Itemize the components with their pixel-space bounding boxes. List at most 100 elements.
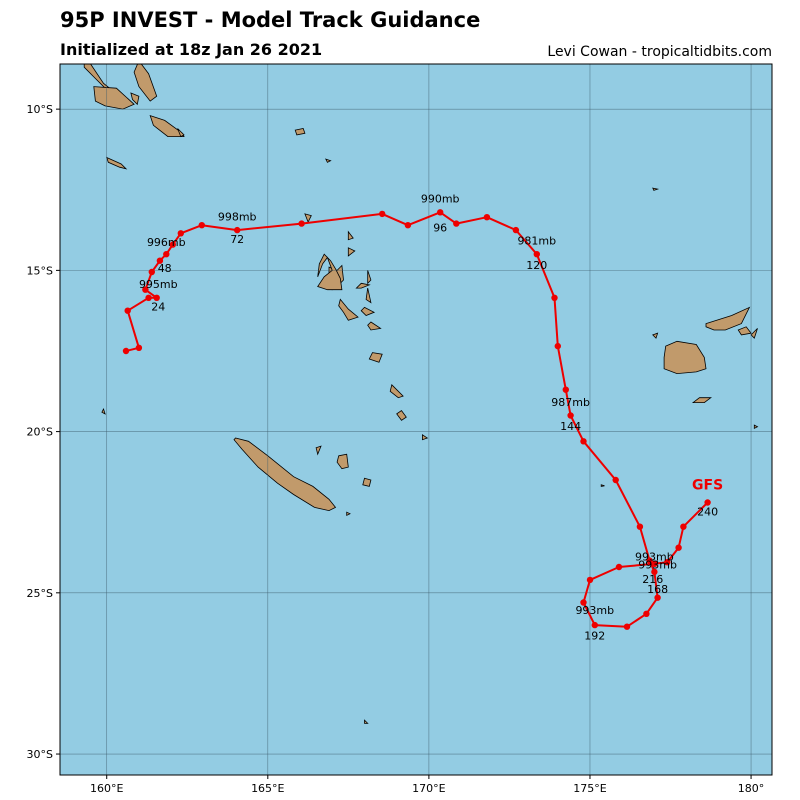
track-point <box>234 226 241 234</box>
track-point <box>177 230 184 237</box>
axis-ticks: 160°E 165°E 170°E 175°E 180° 10°S 15°S 20°S 25°S… <box>27 103 765 795</box>
track-point <box>169 241 176 248</box>
x-tick-label: 160°E <box>90 782 123 795</box>
landmass-new-caledonia <box>315 445 322 456</box>
track-annotation: 48 <box>158 262 172 275</box>
y-tick-label: 15°S <box>27 264 53 277</box>
track-point <box>562 386 569 393</box>
map-credit: Levi Cowan - tropicaltidbits.com <box>547 44 772 60</box>
track-point <box>615 563 623 571</box>
track-annotation: 24 <box>151 301 165 314</box>
landmass-vanuatu <box>421 434 429 441</box>
landmass-solomon-islands <box>177 128 185 138</box>
track-point <box>512 226 520 234</box>
track-annotation: 990mb <box>421 193 460 206</box>
landmass-new-caledonia <box>101 407 106 415</box>
track-point <box>704 499 711 506</box>
track-point <box>379 210 386 218</box>
y-tick-label: 20°S <box>27 426 53 439</box>
landmass-santa-cruz <box>652 187 660 191</box>
land-layer <box>57 46 759 724</box>
x-tick-label: 170°E <box>412 782 445 795</box>
track-point <box>551 294 558 301</box>
x-tick-label: 180° <box>738 782 765 795</box>
landmass-santa-cruz <box>325 158 332 163</box>
landmass-solomon-islands <box>133 64 158 102</box>
landmass-vanuatu <box>317 253 343 291</box>
ocean-background <box>60 64 772 775</box>
x-tick-label: 165°E <box>251 782 284 795</box>
track-point <box>643 610 650 617</box>
track-point <box>646 557 653 564</box>
track-annotation: 993mb <box>635 551 674 564</box>
track-point <box>142 286 149 293</box>
track-point <box>680 523 687 530</box>
track-point <box>586 576 594 584</box>
landmass-vanuatu <box>389 384 404 399</box>
track-point <box>437 209 444 216</box>
y-tick-label: 30°S <box>27 748 53 761</box>
track-point <box>135 344 143 351</box>
track-point <box>156 257 164 264</box>
track-annotation: 995mb <box>139 278 178 291</box>
track-point <box>153 294 160 301</box>
track-annotation: 96 <box>433 222 447 235</box>
landmass-vanuatu <box>304 213 312 223</box>
landmass-vanuatu <box>338 298 359 321</box>
track-point <box>483 214 491 221</box>
landmass-fiji <box>705 306 751 331</box>
landmass-solomon-islands <box>149 114 185 138</box>
landmass-new-caledonia <box>233 437 337 512</box>
x-tick-label: 175°E <box>573 782 606 795</box>
track-point <box>453 220 460 227</box>
track-annotation: 168 <box>647 583 668 596</box>
track-point <box>580 599 587 606</box>
landmass-vanuatu <box>347 247 356 257</box>
y-tick-label: 10°S <box>27 103 53 116</box>
landmass-solomon-islands <box>57 46 67 51</box>
track-annotation: 981mb <box>517 235 556 248</box>
track-point <box>533 251 540 258</box>
track-point <box>122 347 130 355</box>
landmass-solomon-islands <box>106 156 128 170</box>
track-annotation: 996mb <box>147 236 186 249</box>
track-point <box>198 222 205 229</box>
track-point <box>404 222 412 229</box>
track-annotation: 120 <box>526 259 547 272</box>
track-point <box>148 268 155 276</box>
track-annotation: 993mb <box>638 559 677 572</box>
landmass-fiji <box>691 397 712 404</box>
track-point <box>554 342 561 350</box>
grid-layer <box>60 64 772 775</box>
track-point <box>298 220 305 227</box>
track-point <box>623 623 631 630</box>
landmass-fiji <box>652 332 659 339</box>
landmass-fiji <box>753 424 759 430</box>
landmass-new-caledonia <box>600 484 605 487</box>
track-annotation: 240 <box>697 505 718 518</box>
track-point <box>636 523 644 530</box>
landmass-new-caledonia <box>346 511 351 517</box>
track-point <box>654 594 661 601</box>
track-point <box>675 544 682 551</box>
track-annotation: 998mb <box>218 210 257 223</box>
landmass-vanuatu <box>367 321 382 331</box>
landmass-new-caledonia <box>336 453 349 470</box>
track-point <box>664 559 671 566</box>
landmass-vanuatu <box>365 288 372 304</box>
track-annotation: 993mb <box>575 604 614 617</box>
track-point <box>567 412 574 419</box>
model-label-gfs: GFS <box>692 478 723 494</box>
annotation-layer: 998mb 72 996mb 48 995mb 24 990mb 96 981mb 120 987m… <box>139 193 723 643</box>
landmass-new-caledonia <box>364 719 369 724</box>
plot-frame <box>59 63 773 776</box>
landmass-solomon-islands <box>130 92 140 106</box>
track-point <box>612 476 619 484</box>
track-annotation: 144 <box>560 420 581 433</box>
track-annotation: 987mb <box>551 396 590 409</box>
map-title: 95P INVEST - Model Track Guidance <box>60 8 481 32</box>
track-layer <box>122 209 711 630</box>
track-point <box>163 251 170 258</box>
track-point <box>124 307 131 314</box>
